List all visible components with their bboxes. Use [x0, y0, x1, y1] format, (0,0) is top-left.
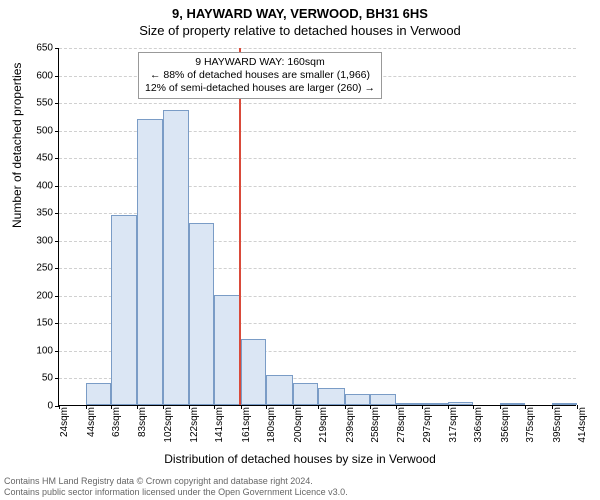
x-tick-label: 414sqm	[577, 405, 588, 443]
x-tick-label: 297sqm	[422, 405, 433, 443]
title-main: 9, HAYWARD WAY, VERWOOD, BH31 6HS	[0, 0, 600, 21]
x-tick-label: 317sqm	[448, 405, 459, 443]
histogram-bar	[189, 223, 214, 405]
annotation-line-2: ← 88% of detached houses are smaller (1,…	[145, 69, 375, 82]
histogram-bar	[137, 119, 162, 405]
histogram-bar	[214, 295, 241, 405]
x-tick-label: 336sqm	[473, 405, 484, 443]
y-tick-mark	[55, 131, 59, 132]
x-tick-label: 239sqm	[345, 405, 356, 443]
footer: Contains HM Land Registry data © Crown c…	[4, 476, 348, 498]
x-tick-label: 102sqm	[163, 405, 174, 443]
x-tick-label: 63sqm	[111, 405, 122, 437]
chart-area: 0501001502002503003504004505005506006502…	[58, 48, 576, 406]
histogram-bar	[266, 375, 293, 405]
y-tick-mark	[55, 268, 59, 269]
y-tick-mark	[55, 213, 59, 214]
y-tick-mark	[55, 48, 59, 49]
x-tick-label: 122sqm	[189, 405, 200, 443]
annotation-line-3: 12% of semi-detached houses are larger (…	[145, 82, 375, 95]
y-tick-mark	[55, 241, 59, 242]
x-axis-label: Distribution of detached houses by size …	[0, 452, 600, 466]
annotation-line-1: 9 HAYWARD WAY: 160sqm	[145, 56, 375, 69]
x-tick-label: 219sqm	[318, 405, 329, 443]
annotation-box: 9 HAYWARD WAY: 160sqm ← 88% of detached …	[138, 52, 382, 99]
gridline	[59, 103, 576, 104]
y-tick-mark	[55, 351, 59, 352]
histogram-bar	[111, 215, 138, 405]
y-tick-mark	[55, 186, 59, 187]
x-tick-label: 278sqm	[396, 405, 407, 443]
footer-line-2: Contains public sector information licen…	[4, 487, 348, 498]
histogram-bar	[293, 383, 318, 405]
y-tick-mark	[55, 378, 59, 379]
y-tick-mark	[55, 103, 59, 104]
x-tick-label: 356sqm	[500, 405, 511, 443]
footer-line-1: Contains HM Land Registry data © Crown c…	[4, 476, 348, 487]
histogram-bar	[86, 383, 111, 405]
x-tick-label: 180sqm	[266, 405, 277, 443]
histogram-bar	[318, 388, 345, 405]
x-tick-label: 44sqm	[86, 405, 97, 437]
x-tick-label: 161sqm	[241, 405, 252, 443]
y-tick-mark	[55, 296, 59, 297]
histogram-bar	[163, 110, 190, 405]
x-tick-label: 141sqm	[214, 405, 225, 443]
x-tick-label: 200sqm	[293, 405, 304, 443]
x-tick-label: 83sqm	[137, 405, 148, 437]
x-tick-label: 375sqm	[525, 405, 536, 443]
y-axis-label: Number of detached properties	[10, 63, 24, 228]
x-tick-label: 395sqm	[552, 405, 563, 443]
y-tick-mark	[55, 76, 59, 77]
y-tick-mark	[55, 158, 59, 159]
histogram-bar	[370, 394, 397, 405]
plot-region: 0501001502002503003504004505005506006502…	[58, 48, 576, 406]
title-sub: Size of property relative to detached ho…	[0, 21, 600, 38]
reference-line	[239, 48, 241, 405]
y-tick-mark	[55, 323, 59, 324]
x-tick-label: 24sqm	[59, 405, 70, 437]
x-tick-label: 258sqm	[370, 405, 381, 443]
gridline	[59, 48, 576, 49]
histogram-bar	[345, 394, 370, 405]
histogram-bar	[241, 339, 266, 405]
